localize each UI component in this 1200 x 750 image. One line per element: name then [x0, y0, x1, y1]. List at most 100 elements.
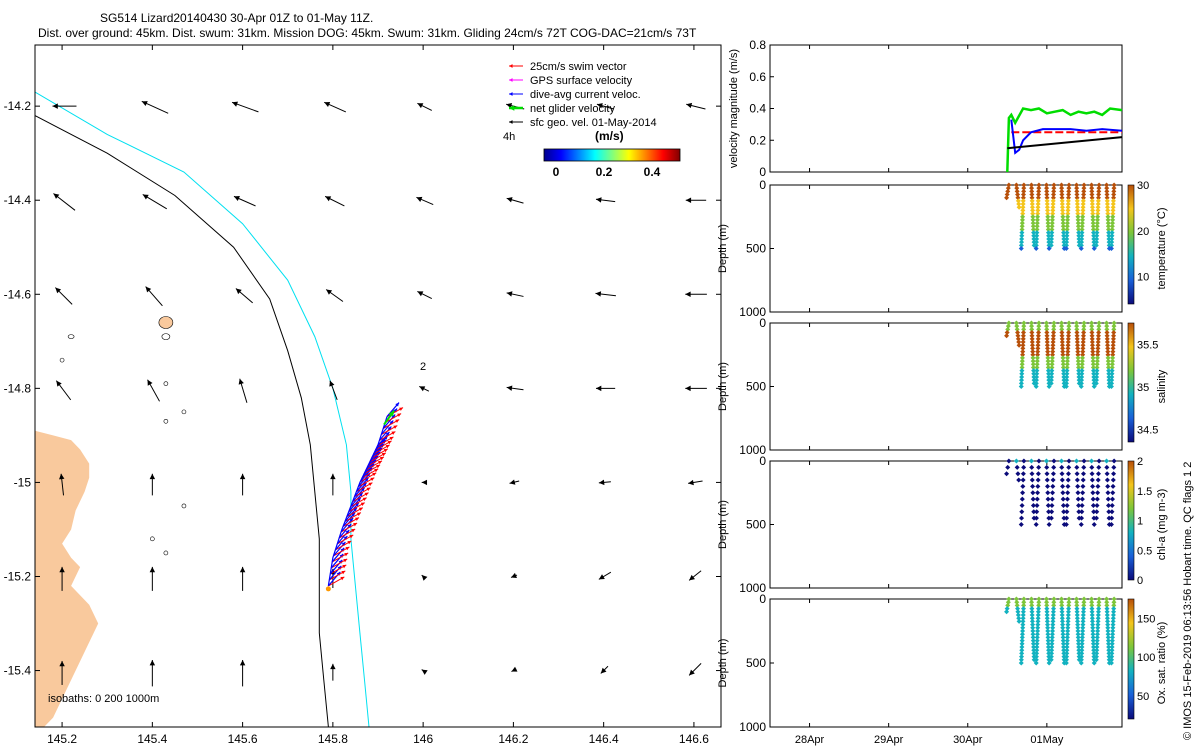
data-point — [1095, 349, 1101, 355]
data-point — [1045, 214, 1051, 220]
data-point — [1030, 361, 1036, 367]
data-point — [1013, 320, 1019, 326]
data-point — [1076, 226, 1082, 232]
data-point — [1031, 371, 1037, 377]
data-point — [1049, 638, 1055, 644]
data-point — [1064, 654, 1070, 660]
data-point — [1061, 239, 1067, 245]
data-point — [1059, 612, 1065, 618]
data-point — [1090, 634, 1096, 640]
data-point — [1048, 239, 1054, 245]
data-point — [1079, 371, 1085, 377]
sfc-velocity-arrow — [239, 473, 246, 496]
colorbar-tick-label: 10 — [1137, 272, 1149, 284]
data-point — [1095, 214, 1101, 220]
y-tick-label: 1000 — [739, 305, 766, 319]
data-point — [1090, 641, 1096, 647]
data-point — [1049, 374, 1055, 380]
data-point — [1015, 336, 1021, 342]
data-point — [1049, 364, 1055, 370]
data-point — [1020, 622, 1026, 628]
data-point — [1029, 188, 1035, 194]
data-point — [1050, 477, 1056, 483]
legend-units: (m/s) — [595, 129, 624, 143]
data-point — [1106, 239, 1112, 245]
data-point — [1034, 358, 1040, 364]
data-point — [1060, 638, 1066, 644]
data-point — [1095, 622, 1101, 628]
data-point — [1029, 471, 1035, 477]
data-point — [1033, 246, 1039, 251]
data-point — [1045, 638, 1051, 644]
data-point — [1014, 188, 1020, 194]
sfc-velocity-arrow — [324, 195, 345, 207]
data-point — [1015, 195, 1021, 201]
data-point — [1015, 606, 1021, 612]
swim-vector — [371, 448, 388, 459]
data-point — [1074, 192, 1080, 198]
data-point — [1033, 384, 1039, 389]
data-point — [1034, 374, 1040, 380]
data-point — [1105, 352, 1111, 358]
data-point — [1049, 220, 1055, 226]
data-point — [1065, 615, 1071, 621]
data-point — [1020, 333, 1026, 339]
data-point — [1080, 214, 1086, 220]
isobath-200m — [35, 115, 329, 727]
data-point — [1050, 349, 1056, 355]
data-point — [1106, 654, 1112, 660]
data-point — [1045, 622, 1051, 628]
y-tick-label: 0.2 — [749, 133, 766, 147]
data-point — [1046, 654, 1052, 660]
data-point — [1036, 596, 1042, 602]
data-point — [1021, 192, 1027, 198]
data-point — [1014, 326, 1020, 332]
data-point — [1110, 477, 1116, 483]
data-point — [1035, 628, 1041, 634]
data-point — [1049, 226, 1055, 232]
data-point — [1074, 606, 1080, 612]
colorbar — [1127, 460, 1135, 581]
data-point — [1031, 233, 1037, 239]
data-point — [1105, 631, 1111, 637]
data-point — [1080, 477, 1086, 483]
data-point — [1065, 201, 1071, 207]
data-point — [1061, 230, 1067, 236]
dac-vector — [327, 571, 341, 587]
data-point — [1106, 377, 1112, 383]
data-point — [1045, 355, 1051, 361]
colorbar-tick-label: 0.4 — [644, 165, 661, 179]
colorbar — [1127, 598, 1135, 720]
data-point — [1109, 380, 1115, 386]
data-point — [1094, 638, 1100, 644]
data-point — [1034, 236, 1040, 242]
data-point — [1080, 195, 1086, 201]
data-point — [1105, 223, 1111, 229]
data-point — [1078, 380, 1084, 386]
data-point — [1104, 192, 1110, 198]
data-point — [1064, 641, 1070, 647]
data-point — [1066, 599, 1072, 605]
data-point — [1035, 333, 1041, 339]
data-point — [1080, 483, 1086, 489]
data-point — [1104, 471, 1110, 477]
isobath-1000m — [35, 91, 370, 727]
data-point — [1016, 615, 1022, 621]
data-point — [1059, 477, 1065, 483]
data-point — [1109, 236, 1115, 242]
data-point — [1105, 349, 1111, 355]
data-point — [1080, 211, 1086, 217]
data-point — [1080, 352, 1086, 358]
data-point — [1089, 471, 1095, 477]
data-point — [1104, 182, 1110, 188]
data-point — [1110, 625, 1116, 631]
data-point — [1035, 477, 1041, 483]
data-point — [1094, 223, 1100, 229]
data-point — [1030, 641, 1036, 647]
data-point — [1079, 374, 1085, 380]
data-point — [1110, 198, 1116, 204]
data-point — [1089, 602, 1095, 608]
data-point — [1060, 631, 1066, 637]
data-point — [1036, 330, 1042, 336]
data-point — [1049, 233, 1055, 239]
